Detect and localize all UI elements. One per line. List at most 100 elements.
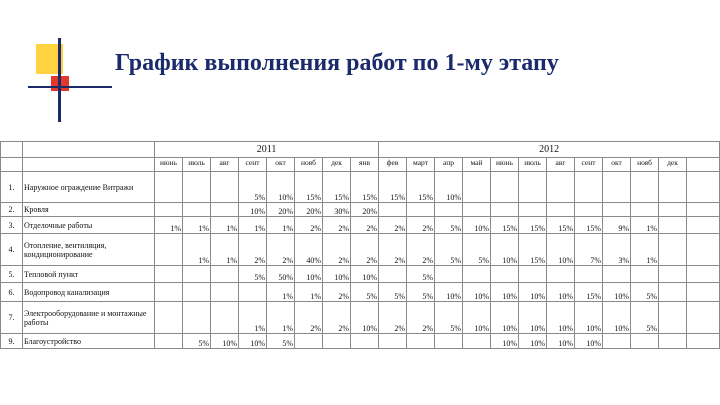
row-value-cell: 5% (378, 282, 408, 302)
row-value-cell (182, 171, 211, 203)
row-number: 1. (0, 171, 23, 203)
row-value-cell (546, 171, 576, 203)
row-value-cell: 10% (490, 282, 520, 302)
row-value-cell: 30% (322, 202, 351, 217)
row-value-cell (434, 333, 464, 349)
row-value-cell: 10% (349, 265, 380, 283)
row-work-name: Тепловой пункт (22, 265, 155, 283)
row-value-cell: 2% (238, 233, 267, 266)
row-value-cell (154, 282, 183, 302)
row-value-cell (658, 333, 688, 349)
row-value-cell: 10% (434, 282, 464, 302)
row-value-cell: 10% (238, 333, 267, 349)
row-value-cell: 15% (518, 233, 548, 266)
row-value-cell (630, 333, 660, 349)
decor-horizontal-line (28, 86, 112, 88)
row-value-cell (574, 265, 604, 283)
row-value-cell (686, 301, 720, 334)
row-value-cell: 10% (546, 233, 576, 266)
row-work-name: Наружное ограждение Витражи (22, 171, 155, 203)
row-work-name: Отделочные работы (22, 216, 155, 234)
row-value-cell (658, 202, 688, 217)
row-value-cell: 10% (546, 282, 576, 302)
month-header-cell: фев (378, 157, 408, 172)
month-header-cell: май (462, 157, 492, 172)
row-value-cell: 5% (238, 171, 267, 203)
row-value-cell (378, 333, 408, 349)
row-value-cell (406, 202, 436, 217)
month-header-cell: янв (349, 157, 380, 172)
row-value-cell: 10% (322, 265, 351, 283)
row-value-cell: 2% (322, 233, 351, 266)
month-header-cell: авг (210, 157, 239, 172)
row-value-cell (154, 333, 183, 349)
row-value-cell (210, 265, 239, 283)
row-work-name: Водопровод канализация (22, 282, 155, 302)
row-value-cell: 1% (182, 216, 211, 234)
row-value-cell: 10% (518, 282, 548, 302)
row-value-cell (574, 171, 604, 203)
row-value-cell: 10% (462, 282, 492, 302)
row-value-cell: 2% (349, 233, 380, 266)
table-row: 6. Водопровод канализация 1% 1% 2% 5% 5% 5% 10% 1… (0, 282, 720, 302)
decor-vertical-line (58, 38, 61, 122)
header-blank-cell (0, 157, 23, 172)
row-value-cell (630, 171, 660, 203)
row-value-cell: 10% (462, 301, 492, 334)
row-work-name: Электрооборудование и монтажные работы (22, 301, 155, 334)
row-value-cell: 15% (406, 171, 436, 203)
row-value-cell: 15% (574, 282, 604, 302)
row-value-cell: 20% (294, 202, 323, 217)
row-value-cell (658, 233, 688, 266)
month-header-cell: нояб (630, 157, 660, 172)
row-value-cell: 2% (294, 216, 323, 234)
row-value-cell: 5% (630, 301, 660, 334)
row-value-cell: 1% (210, 216, 239, 234)
row-value-cell: 5% (406, 282, 436, 302)
row-value-cell: 1% (238, 216, 267, 234)
row-value-cell (182, 282, 211, 302)
table-row: 7. Электрооборудование и монтажные работы… (0, 301, 720, 334)
row-value-cell (154, 233, 183, 266)
row-value-cell (518, 202, 548, 217)
row-value-cell: 15% (322, 171, 351, 203)
row-value-cell: 5% (434, 301, 464, 334)
page-title: График выполнения работ по 1-му этапу (115, 50, 559, 76)
row-number: 9. (0, 333, 23, 349)
row-value-cell (658, 282, 688, 302)
row-value-cell (518, 265, 548, 283)
row-value-cell: 10% (266, 171, 295, 203)
row-value-cell: 20% (266, 202, 295, 217)
month-header-cell: авг (546, 157, 576, 172)
row-number: 7. (0, 301, 23, 334)
row-value-cell: 2% (406, 233, 436, 266)
row-work-name: Кровля (22, 202, 155, 217)
row-value-cell (518, 171, 548, 203)
row-value-cell (378, 265, 408, 283)
row-value-cell (294, 333, 323, 349)
row-value-cell: 1% (630, 233, 660, 266)
row-value-cell: 10% (349, 301, 380, 334)
table-row: 1. Наружное ограждение Витражи 5% 10% 15% 15%… (0, 171, 720, 203)
row-value-cell (182, 265, 211, 283)
row-value-cell (490, 202, 520, 217)
month-header-cell: сент (574, 157, 604, 172)
row-value-cell (406, 333, 436, 349)
row-value-cell (686, 265, 720, 283)
row-value-cell: 5% (349, 282, 380, 302)
row-value-cell: 20% (349, 202, 380, 217)
row-value-cell: 1% (294, 282, 323, 302)
row-value-cell: 5% (462, 233, 492, 266)
row-value-cell: 10% (434, 171, 464, 203)
row-value-cell (378, 202, 408, 217)
row-value-cell: 5% (182, 333, 211, 349)
row-value-cell: 5% (238, 265, 267, 283)
row-value-cell: 2% (294, 301, 323, 334)
year-header-cell: 2012 (378, 141, 720, 158)
row-value-cell: 5% (434, 216, 464, 234)
row-value-cell: 2% (378, 233, 408, 266)
row-value-cell (686, 282, 720, 302)
row-number: 4. (0, 233, 23, 266)
row-value-cell: 15% (574, 216, 604, 234)
row-value-cell: 2% (322, 301, 351, 334)
